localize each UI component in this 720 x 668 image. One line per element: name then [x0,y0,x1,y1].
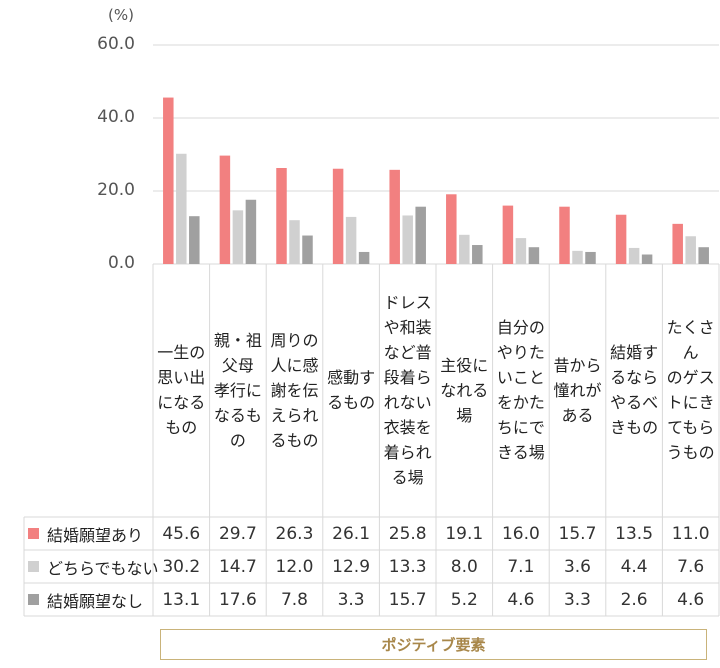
data-value-label: 13.5 [615,523,654,544]
y-tick-label: 40.0 [97,107,135,127]
bar [472,245,483,264]
bar [572,250,583,264]
bar [459,234,470,264]
data-value-label: 12.0 [275,556,314,577]
bar [585,251,596,264]
data-value-label: 7.6 [677,556,705,577]
y-tick-label: 60.0 [97,34,135,54]
bar [245,199,257,264]
data-value-label: 14.7 [218,556,257,577]
bar [559,206,570,264]
data-value-label: 45.6 [162,523,201,544]
data-value-label: 4.6 [677,589,705,610]
data-value-label: 13.1 [162,589,201,610]
data-value-label: 11.0 [671,523,710,544]
data-value-label: 16.0 [501,523,540,544]
bar [389,169,400,264]
legend-label: 結婚願望あり [47,525,144,545]
bar [232,210,244,264]
y-tick-label: 20.0 [97,180,135,200]
bar [628,247,640,264]
bar [176,153,187,264]
data-value-label: 3.6 [563,556,591,577]
data-value-label: 8.0 [450,556,478,577]
data-value-label: 29.7 [218,523,257,544]
data-value-label: 3.3 [337,589,365,610]
bar [672,223,683,264]
legend-label: 結婚願望なし [47,591,144,611]
bar [358,251,370,264]
bar [415,206,426,264]
data-value-label: 7.1 [507,556,535,577]
bar [515,238,527,264]
bar [276,168,287,264]
data-value-label: 13.3 [388,556,427,577]
bar [332,168,344,264]
data-value-label: 26.1 [332,523,371,544]
legend-swatch [28,528,39,539]
legend-entry: 結婚願望なし [28,583,143,616]
legend-label: どちらでもない [47,558,159,578]
x-category-label: 結婚す るなら やるべ きもの [610,343,659,437]
data-value-label: 19.1 [445,523,484,544]
x-category-label: ドレス や和装 など普 段着ら れない 衣装を 着られ る場 [383,293,432,487]
bar [163,97,174,264]
x-category-label: 一生の 思い出 になる もの [157,343,206,437]
bar [685,236,696,264]
x-category-label: たくさん のゲス トにき てもら うもの [666,318,715,462]
data-value-label: 7.8 [280,589,308,610]
y-tick-label: 0.0 [107,253,135,273]
data-value-label: 15.7 [388,589,427,610]
bar [502,205,514,264]
bar [402,215,413,264]
data-value-label: 2.6 [620,589,648,610]
data-value-label: 5.2 [450,589,478,610]
data-value-label: 25.8 [388,523,427,544]
bar [528,247,540,264]
data-value-label: 4.4 [620,556,648,577]
bar [615,214,627,264]
bar [641,254,653,264]
data-value-label: 12.9 [332,556,371,577]
data-value-label: 4.6 [507,589,535,610]
bar [189,216,200,264]
bar [219,155,231,264]
y-axis-unit-label: (%) [108,6,134,24]
x-category-label: 主役に なれる 場 [440,355,489,425]
x-category-label: 昔から 憧れが ある [553,355,602,425]
bar [446,194,457,264]
bar [289,220,300,264]
bar [302,235,313,264]
legend-swatch [28,594,39,605]
data-value-label: 30.2 [162,556,201,577]
x-category-label: 自分の やりた いこと をかた ちにで きる場 [496,318,545,462]
x-category-label: 感動す るもの [327,368,376,412]
data-value-label: 17.6 [218,589,257,610]
x-category-label: 周りの 人に感 謝を伝 えられ るもの [270,330,319,450]
legend-swatch [28,561,39,572]
x-category-label: 親・祖 父母 孝行に なるも の [213,330,262,450]
bar [698,247,709,264]
data-value-label: 3.3 [563,589,591,610]
data-value-label: 26.3 [275,523,314,544]
data-value-label: 15.7 [558,523,597,544]
legend-entry: どちらでもない [28,550,159,583]
legend-entry: 結婚願望あり [28,517,143,550]
bar [345,216,357,264]
group-banner: ポジティブ要素 [160,629,707,660]
